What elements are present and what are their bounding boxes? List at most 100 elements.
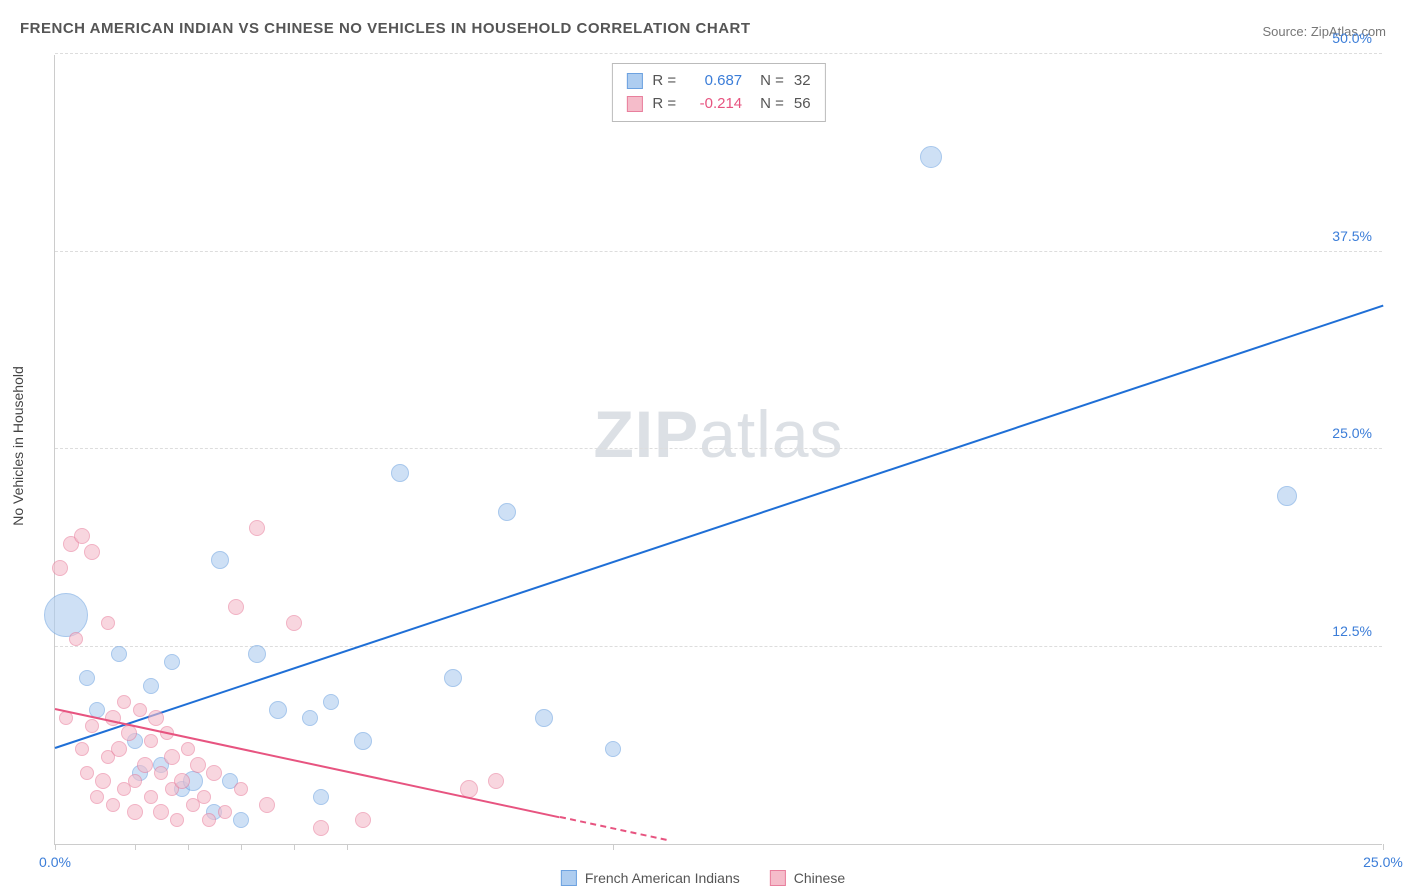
- stats-row: R = 0.687 N = 32: [626, 70, 810, 93]
- scatter-point: [259, 797, 275, 813]
- scatter-point: [111, 741, 127, 757]
- y-tick-label: 12.5%: [1332, 623, 1372, 639]
- scatter-point: [128, 774, 142, 788]
- scatter-point: [101, 616, 115, 630]
- scatter-point: [143, 678, 159, 694]
- scatter-point: [920, 146, 942, 168]
- gridline: [55, 448, 1382, 449]
- scatter-point: [111, 646, 127, 662]
- scatter-point: [233, 812, 249, 828]
- scatter-point: [85, 719, 99, 733]
- scatter-point: [605, 741, 621, 757]
- scatter-point: [127, 804, 143, 820]
- scatter-point: [164, 654, 180, 670]
- scatter-point: [228, 599, 244, 615]
- y-tick-label: 25.0%: [1332, 425, 1372, 441]
- bottom-legend: French American Indians Chinese: [561, 870, 845, 886]
- n-label: N =: [760, 93, 784, 116]
- scatter-point: [74, 528, 90, 544]
- gridline: [55, 53, 1382, 54]
- y-tick-label: 37.5%: [1332, 228, 1372, 244]
- scatter-point: [75, 742, 89, 756]
- scatter-point: [95, 773, 111, 789]
- x-tick-label: 0.0%: [39, 854, 71, 870]
- scatter-point: [249, 520, 265, 536]
- scatter-point: [202, 813, 216, 827]
- legend-label: French American Indians: [585, 870, 740, 886]
- scatter-point: [153, 804, 169, 820]
- x-tick: [347, 844, 348, 850]
- y-axis-label: No Vehicles in Household: [10, 366, 26, 526]
- trend-line: [559, 816, 666, 841]
- scatter-point: [302, 710, 318, 726]
- scatter-point: [84, 544, 100, 560]
- x-tick: [188, 844, 189, 850]
- scatter-point: [269, 701, 287, 719]
- scatter-point: [80, 766, 94, 780]
- scatter-point: [44, 593, 88, 637]
- r-label: R =: [652, 93, 676, 116]
- scatter-point: [79, 670, 95, 686]
- scatter-point: [164, 749, 180, 765]
- n-value: 32: [794, 70, 811, 93]
- scatter-point: [117, 695, 131, 709]
- n-label: N =: [760, 70, 784, 93]
- scatter-point: [313, 789, 329, 805]
- legend-swatch-icon: [561, 870, 577, 886]
- scatter-point: [90, 790, 104, 804]
- r-value: -0.214: [686, 93, 742, 116]
- legend-swatch-icon: [770, 870, 786, 886]
- gridline: [55, 251, 1382, 252]
- scatter-point: [181, 742, 195, 756]
- chart-plot-area: ZIPatlas R = 0.687 N = 32 R = -0.214 N =…: [54, 55, 1382, 845]
- scatter-point: [190, 757, 206, 773]
- legend-item: Chinese: [770, 870, 845, 886]
- n-value: 56: [794, 93, 811, 116]
- x-tick: [55, 844, 56, 850]
- scatter-point: [234, 782, 248, 796]
- scatter-point: [355, 812, 371, 828]
- scatter-point: [488, 773, 504, 789]
- legend-label: Chinese: [794, 870, 845, 886]
- scatter-point: [211, 551, 229, 569]
- scatter-point: [206, 765, 222, 781]
- x-tick: [241, 844, 242, 850]
- scatter-point: [535, 709, 553, 727]
- scatter-point: [391, 464, 409, 482]
- scatter-point: [69, 632, 83, 646]
- scatter-point: [248, 645, 266, 663]
- scatter-point: [106, 798, 120, 812]
- series-swatch-icon: [626, 73, 642, 89]
- x-tick: [294, 844, 295, 850]
- scatter-point: [313, 820, 329, 836]
- x-tick: [1383, 844, 1384, 850]
- scatter-point: [144, 790, 158, 804]
- scatter-point: [154, 766, 168, 780]
- scatter-point: [174, 773, 190, 789]
- chart-title: FRENCH AMERICAN INDIAN VS CHINESE NO VEH…: [20, 20, 751, 37]
- x-tick-label: 25.0%: [1363, 854, 1403, 870]
- r-label: R =: [652, 70, 676, 93]
- scatter-point: [286, 615, 302, 631]
- y-tick-label: 50.0%: [1332, 30, 1372, 46]
- x-tick: [135, 844, 136, 850]
- series-swatch-icon: [626, 96, 642, 112]
- watermark-text: ZIPatlas: [593, 396, 843, 472]
- scatter-point: [148, 710, 164, 726]
- scatter-point: [323, 694, 339, 710]
- r-value: 0.687: [686, 70, 742, 93]
- scatter-point: [498, 503, 516, 521]
- scatter-point: [218, 805, 232, 819]
- scatter-point: [121, 725, 137, 741]
- scatter-point: [133, 703, 147, 717]
- scatter-point: [197, 790, 211, 804]
- watermark-atlas: atlas: [699, 397, 843, 471]
- scatter-point: [144, 734, 158, 748]
- scatter-point: [170, 813, 184, 827]
- correlation-stats-box: R = 0.687 N = 32 R = -0.214 N = 56: [611, 63, 825, 122]
- scatter-point: [137, 757, 153, 773]
- scatter-point: [444, 669, 462, 687]
- scatter-point: [354, 732, 372, 750]
- scatter-point: [1277, 486, 1297, 506]
- scatter-point: [52, 560, 68, 576]
